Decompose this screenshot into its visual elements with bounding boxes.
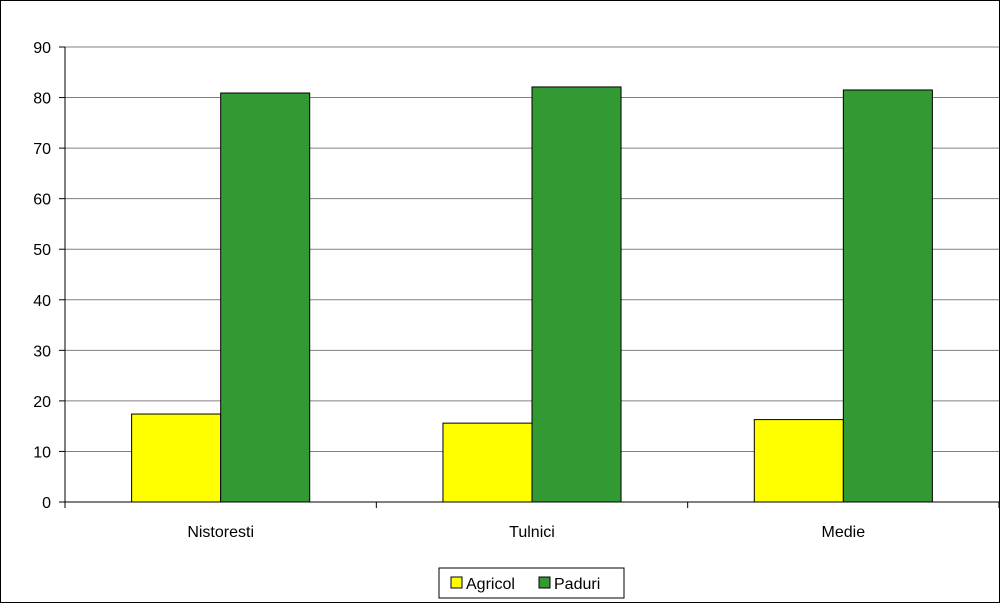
bar-paduri-medie	[842, 89, 933, 503]
bar-agricol-nistoresti	[131, 413, 222, 503]
bar-agricol-medie	[753, 419, 844, 503]
y-tick-label: 80	[33, 91, 51, 108]
x-axis-ticks: Nistoresti Tulnici Medie	[64, 502, 1000, 541]
y-tick-label: 30	[33, 343, 51, 360]
y-tick-label: 50	[33, 242, 51, 259]
bar-agricol-tulnici	[442, 422, 533, 503]
y-tick-label: 60	[33, 192, 51, 209]
legend-swatch-agricol	[450, 576, 463, 589]
y-tick-label: 40	[33, 293, 51, 310]
y-tick-label: 20	[33, 394, 51, 411]
legend-swatch-paduri	[538, 576, 551, 589]
y-axis-ticks: 0 10 20 30 40 50 60 70 80 90	[33, 40, 65, 512]
x-category-label: Medie	[822, 524, 866, 541]
y-tick-label: 0	[42, 495, 51, 512]
legend: Agricol Paduri	[438, 567, 625, 599]
legend-box	[438, 567, 625, 599]
x-category-label: Nistoresti	[187, 524, 254, 541]
y-tick-label: 70	[33, 141, 51, 158]
legend-label-paduri: Paduri	[554, 576, 600, 593]
legend-label-agricol: Agricol	[466, 576, 515, 593]
y-tick-label: 10	[33, 444, 51, 461]
x-category-label: Tulnici	[509, 524, 555, 541]
bar-paduri-nistoresti	[220, 92, 311, 503]
bars	[131, 86, 933, 503]
bar-paduri-tulnici	[531, 86, 622, 503]
y-tick-label: 90	[33, 40, 51, 57]
